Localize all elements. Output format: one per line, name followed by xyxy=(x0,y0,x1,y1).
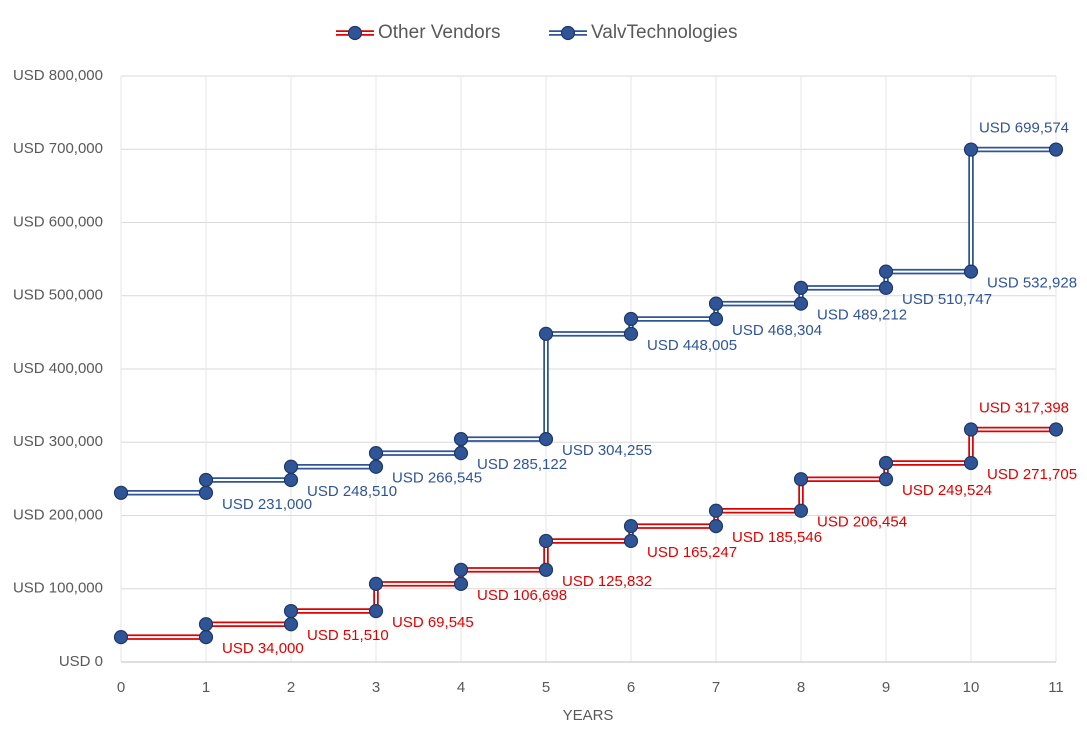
x-axis-label: YEARS xyxy=(563,707,614,724)
marker xyxy=(283,603,299,619)
marker xyxy=(708,311,724,327)
y-tick-label: USD 500,000 xyxy=(13,287,103,304)
marker xyxy=(708,296,724,311)
marker xyxy=(878,264,894,279)
x-tick-label: 2 xyxy=(287,679,295,696)
marker xyxy=(453,562,469,577)
x-tick-label: 11 xyxy=(1048,679,1064,696)
data-label: USD 448,005 xyxy=(647,337,737,354)
marker xyxy=(283,472,299,488)
data-label: USD 248,510 xyxy=(307,483,397,500)
marker xyxy=(283,617,299,632)
marker xyxy=(1048,142,1064,157)
marker xyxy=(963,264,979,279)
y-tick-label: USD 400,000 xyxy=(13,360,103,377)
marker xyxy=(623,533,639,549)
marker xyxy=(538,533,554,549)
data-label: USD 510,747 xyxy=(902,291,992,308)
marker xyxy=(453,432,469,447)
x-tick-label: 1 xyxy=(202,679,210,696)
data-label: USD 69,545 xyxy=(392,614,474,631)
marker xyxy=(198,472,214,488)
y-tick-label: USD 300,000 xyxy=(13,433,103,450)
marker xyxy=(538,326,554,341)
marker xyxy=(368,603,384,619)
data-label: USD 51,510 xyxy=(307,627,389,644)
step-line xyxy=(121,426,1056,640)
marker xyxy=(708,518,724,534)
data-label: USD 231,000 xyxy=(222,496,312,513)
marker xyxy=(878,455,894,471)
marker xyxy=(368,459,384,474)
data-label: USD 106,698 xyxy=(477,587,567,604)
legend-label: ValvTechnologies xyxy=(591,22,737,43)
legend-marker xyxy=(560,25,576,41)
data-label: USD 185,546 xyxy=(732,529,822,546)
y-tick-label: USD 0 xyxy=(59,653,103,670)
marker xyxy=(963,455,979,471)
data-label: USD 206,454 xyxy=(817,514,907,531)
marker xyxy=(793,280,809,295)
data-label: USD 125,832 xyxy=(562,573,652,590)
marker xyxy=(793,296,809,311)
x-tick-label: 0 xyxy=(117,679,125,696)
marker xyxy=(708,503,724,518)
data-label: USD 285,122 xyxy=(477,456,567,473)
marker xyxy=(878,472,894,487)
marker xyxy=(1048,422,1064,437)
y-tick-label: USD 600,000 xyxy=(13,213,103,230)
marker xyxy=(368,576,384,591)
marker xyxy=(198,629,214,645)
marker xyxy=(623,311,639,327)
x-tick-label: 8 xyxy=(797,679,805,696)
y-tick-label: USD 200,000 xyxy=(13,506,103,523)
marker xyxy=(793,472,809,487)
legend-marker xyxy=(347,25,363,41)
marker xyxy=(538,432,554,447)
data-label: USD 699,574 xyxy=(979,120,1069,137)
x-tick-label: 3 xyxy=(372,679,380,696)
marker xyxy=(453,576,469,591)
marker xyxy=(623,518,639,534)
marker xyxy=(963,142,979,157)
x-tick-label: 7 xyxy=(712,679,720,696)
data-label: USD 249,524 xyxy=(902,482,992,499)
data-label: USD 468,304 xyxy=(732,322,822,339)
marker xyxy=(878,280,894,295)
marker xyxy=(198,617,214,632)
marker xyxy=(198,485,214,500)
data-label: USD 266,545 xyxy=(392,470,482,487)
data-label: USD 34,000 xyxy=(222,640,304,657)
data-label: USD 271,705 xyxy=(987,466,1077,483)
x-tick-label: 5 xyxy=(542,679,550,696)
x-tick-label: 6 xyxy=(627,679,635,696)
marker xyxy=(368,446,384,461)
marker xyxy=(453,446,469,461)
marker xyxy=(113,485,129,500)
data-label: USD 304,255 xyxy=(562,442,652,459)
data-label: USD 317,398 xyxy=(979,399,1069,416)
marker xyxy=(963,422,979,437)
marker xyxy=(283,459,299,474)
data-label: USD 532,928 xyxy=(987,275,1077,292)
x-tick-label: 9 xyxy=(882,679,890,696)
data-label: USD 165,247 xyxy=(647,544,737,561)
marker xyxy=(538,562,554,577)
data-label: USD 489,212 xyxy=(817,307,907,324)
marker xyxy=(623,326,639,341)
y-tick-label: USD 700,000 xyxy=(13,140,103,157)
x-tick-label: 4 xyxy=(457,679,465,696)
y-tick-label: USD 800,000 xyxy=(13,67,103,84)
marker xyxy=(113,629,129,645)
y-tick-label: USD 100,000 xyxy=(13,580,103,597)
legend-label: Other Vendors xyxy=(378,22,501,43)
marker xyxy=(793,503,809,518)
x-tick-label: 10 xyxy=(963,679,980,696)
